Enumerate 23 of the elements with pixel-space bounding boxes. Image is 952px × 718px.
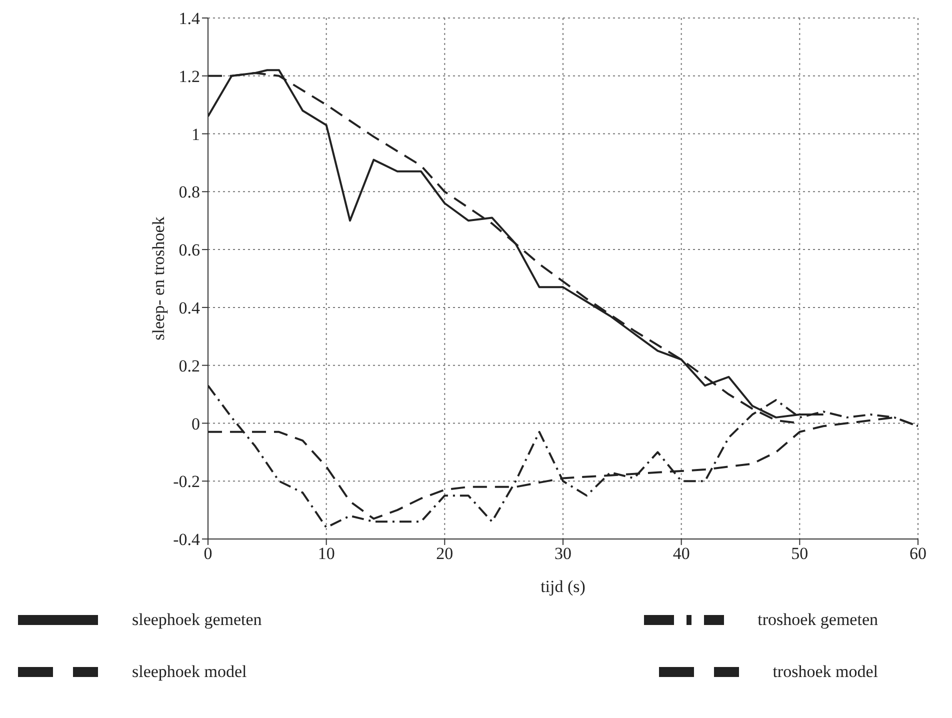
y-tick-label: 1: [192, 124, 200, 144]
legend-label: troshoek gemeten: [758, 610, 878, 629]
x-tick-label: 0: [204, 544, 212, 564]
y-tick-label: 0: [192, 414, 200, 434]
y-tick-label: 0.6: [178, 240, 200, 260]
y-tick-label: 0.8: [178, 182, 200, 202]
y-tick-label: -0.2: [173, 472, 200, 492]
y-tick-label: 0.4: [178, 298, 200, 318]
x-tick-label: 20: [436, 544, 454, 564]
x-tick-label: 60: [910, 544, 926, 564]
x-tick-label: 40: [672, 544, 690, 564]
y-tick-label: -0.4: [173, 530, 200, 550]
y-axis-title: sleep- en troshoek: [149, 216, 168, 340]
y-tick-label: 0.2: [178, 356, 200, 376]
legend-label: sleephoek model: [132, 662, 247, 681]
x-tick-label: 30: [554, 544, 572, 564]
legend-label: troshoek model: [772, 662, 878, 681]
y-tick-label: 1.2: [178, 66, 200, 86]
y-tick-label: 1.4: [178, 9, 200, 28]
x-axis-title: tijd (s): [540, 577, 586, 596]
x-tick-label: 50: [791, 544, 808, 564]
x-tick-label: 10: [318, 544, 335, 564]
legend-label: sleephoek gemeten: [132, 610, 262, 629]
